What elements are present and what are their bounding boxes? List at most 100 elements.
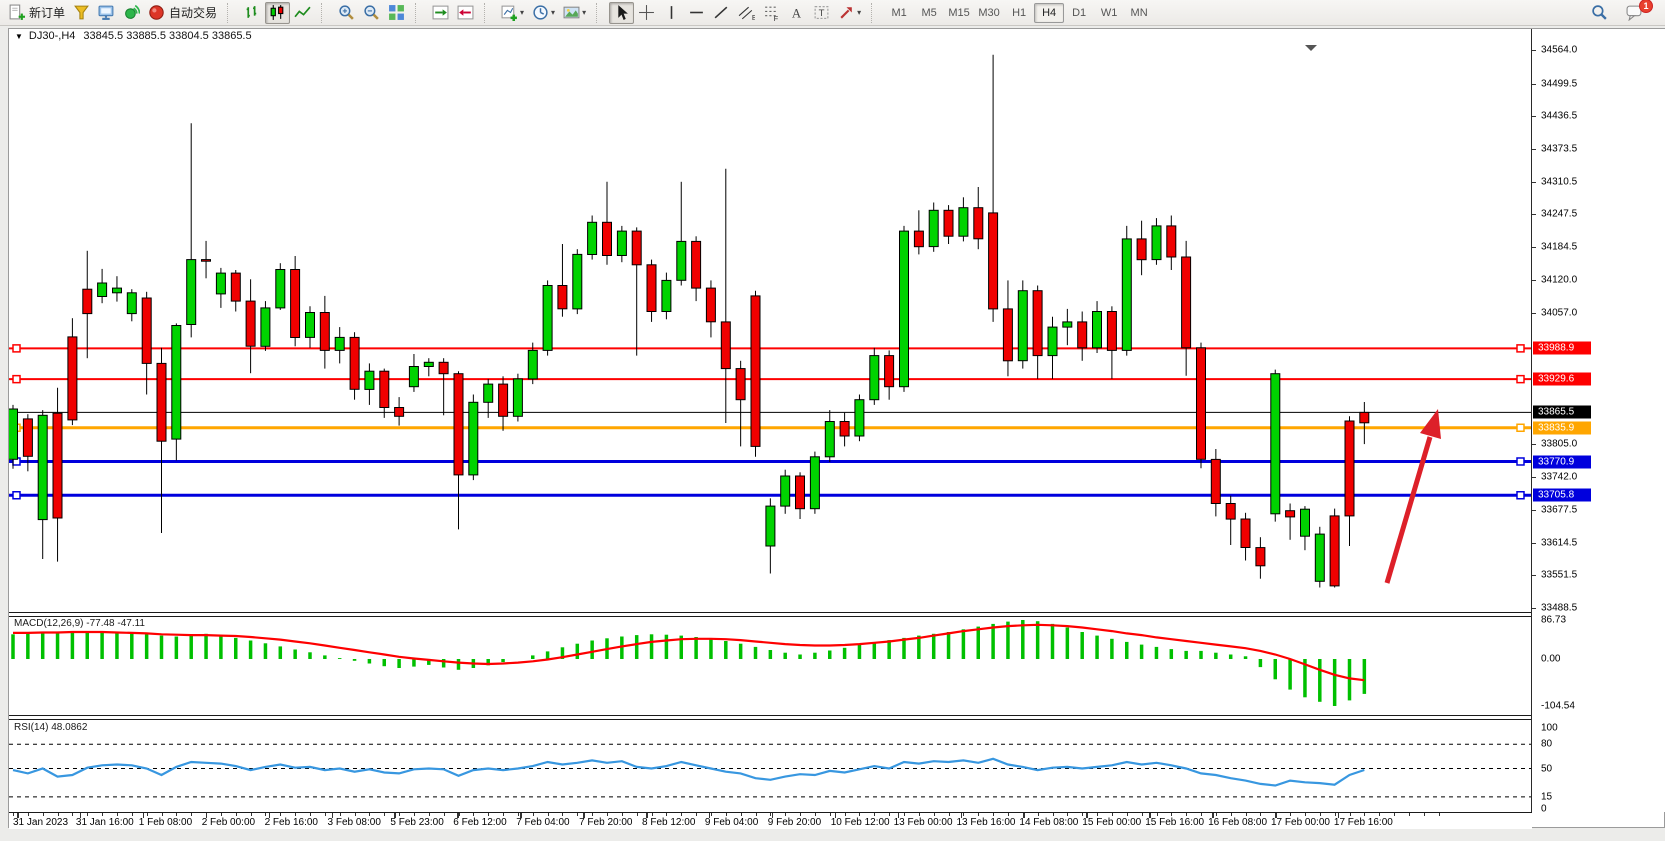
autotrading-button[interactable]: 自动交易 <box>144 2 221 24</box>
svg-text:E: E <box>752 13 755 21</box>
timeframe-M1[interactable]: M1 <box>891 6 907 19</box>
zoom-out-button[interactable] <box>359 2 384 24</box>
candle-body <box>780 475 791 507</box>
time-label: 31 Jan 2023 <box>13 817 69 828</box>
candle-body <box>1210 458 1221 504</box>
time-major-tick <box>1212 813 1214 818</box>
time-minor-tick <box>562 813 564 816</box>
price-chart-plot[interactable] <box>9 43 1532 612</box>
price-tick <box>1532 313 1536 314</box>
chart-title-bar[interactable]: ▼ DJ30-,H4 33845.5 33885.5 33804.5 33865… <box>9 29 1664 43</box>
timeframe-MN[interactable]: MN <box>1130 6 1148 19</box>
arrow-objects-button[interactable]: ▾ <box>834 2 865 24</box>
market-watch-button[interactable] <box>94 2 119 24</box>
equidistant-channel-button[interactable]: E <box>734 2 759 24</box>
time-minor-tick <box>1186 813 1188 816</box>
candle-body <box>943 209 954 237</box>
timeframe-M30[interactable]: M30 <box>978 6 1000 19</box>
text-button[interactable]: A <box>784 2 809 24</box>
candle-body <box>646 264 657 312</box>
price-tick <box>1532 116 1536 118</box>
hline-handle[interactable] <box>12 491 21 500</box>
time-minor-tick <box>1245 813 1247 816</box>
time-minor-tick <box>1156 813 1158 816</box>
dropdown-arrow-icon: ▾ <box>857 8 862 17</box>
price-tick <box>1532 509 1536 511</box>
chart-shift-marker-icon[interactable] <box>1305 45 1317 51</box>
time-minor-tick <box>57 813 59 816</box>
text-label-button[interactable]: T <box>809 2 834 24</box>
templates-button[interactable]: ▾ <box>559 2 590 24</box>
crosshair-button[interactable] <box>634 2 659 24</box>
fibonacci-button[interactable]: F <box>759 2 784 24</box>
trendline-button[interactable] <box>709 2 734 24</box>
rsi-plot[interactable] <box>9 720 1532 812</box>
time-minor-tick <box>1379 813 1381 816</box>
timeframe-H4[interactable]: H4 <box>1034 2 1065 23</box>
candle-body <box>854 399 865 437</box>
chart-shift-button[interactable] <box>453 2 478 24</box>
bars-chart-button[interactable] <box>240 2 265 24</box>
price-badge-resistance-1: 33988.9 <box>1533 341 1591 355</box>
candle-body <box>468 401 479 476</box>
time-label: 5 Feb 23:00 <box>390 817 444 828</box>
annotation-arrow-head[interactable] <box>1420 409 1441 439</box>
toolbar-separator <box>484 2 492 23</box>
time-minor-tick <box>1438 813 1440 816</box>
timeframe-H1[interactable]: H1 <box>1012 6 1027 19</box>
notifications-button[interactable]: 1 <box>1622 0 1653 24</box>
hline-handle[interactable] <box>1516 457 1525 466</box>
time-minor-tick <box>874 813 876 816</box>
toolbar-group-tools: E F A T ▾ <box>609 1 865 25</box>
hline-handle[interactable] <box>1516 374 1525 384</box>
hline-handle[interactable] <box>1516 344 1525 353</box>
time-minor-tick <box>577 813 579 816</box>
hline-handle[interactable] <box>12 344 21 353</box>
time-label: 7 Feb 04:00 <box>516 817 570 828</box>
rsi-axis-label: 50 <box>1541 763 1553 774</box>
time-minor-tick <box>681 813 683 816</box>
line-chart-button[interactable] <box>290 2 315 24</box>
macd-axis-label: 86.73 <box>1541 614 1567 626</box>
vertical-line-button[interactable] <box>659 2 684 24</box>
candle-body <box>97 282 108 297</box>
candle-body <box>899 230 909 388</box>
zoom-in-button[interactable] <box>334 2 359 24</box>
cursor-button[interactable] <box>609 1 635 24</box>
panel-separator-rsi[interactable] <box>9 715 1532 720</box>
timeframe-D1[interactable]: D1 <box>1072 6 1087 19</box>
hline-handle[interactable] <box>12 374 21 384</box>
time-minor-tick <box>785 813 787 816</box>
hline-handle[interactable] <box>1516 491 1525 500</box>
candle-body <box>1062 321 1073 328</box>
horizontal-line-button[interactable] <box>684 2 709 24</box>
timeframe-M15[interactable]: M15 <box>948 6 970 19</box>
candle-body <box>928 209 939 248</box>
price-tick <box>1532 476 1536 478</box>
price-tick-label: 33677.5 <box>1541 504 1578 516</box>
macd-plot[interactable] <box>9 618 1532 715</box>
chart-window: ▼ DJ30-,H4 33845.5 33885.5 33804.5 33865… <box>8 28 1665 829</box>
time-minor-tick <box>696 813 698 816</box>
periods-button[interactable]: ▾ <box>528 2 559 24</box>
new-order-button[interactable]: 新订单 <box>4 2 69 24</box>
auto-scroll-button[interactable] <box>428 2 453 24</box>
signals-button[interactable] <box>119 2 144 24</box>
price-axis: 34564.0 34499.5 34436.5 34373.5 34310.5 34247… <box>1531 29 1665 815</box>
toolbar-group-zoom <box>334 1 409 25</box>
chart-menu-icon[interactable]: ▼ <box>15 31 23 41</box>
time-minor-tick <box>102 813 104 816</box>
search-button[interactable] <box>1587 2 1612 24</box>
candles-chart-button[interactable] <box>265 1 291 24</box>
timeframe-W1[interactable]: W1 <box>1100 6 1118 19</box>
new-chart-button[interactable]: ▾ <box>497 2 528 24</box>
tile-windows-button[interactable] <box>384 2 409 24</box>
price-tick-label: 33488.5 <box>1541 602 1578 614</box>
annotation-arrow[interactable] <box>1384 436 1433 584</box>
panel-separator-macd[interactable] <box>9 612 1532 617</box>
time-major-tick <box>457 813 459 818</box>
time-label: 3 Feb 08:00 <box>327 817 381 828</box>
timeframe-M5[interactable]: M5 <box>921 6 937 19</box>
profile-button[interactable] <box>69 2 94 24</box>
hline-handle[interactable] <box>1516 423 1525 433</box>
